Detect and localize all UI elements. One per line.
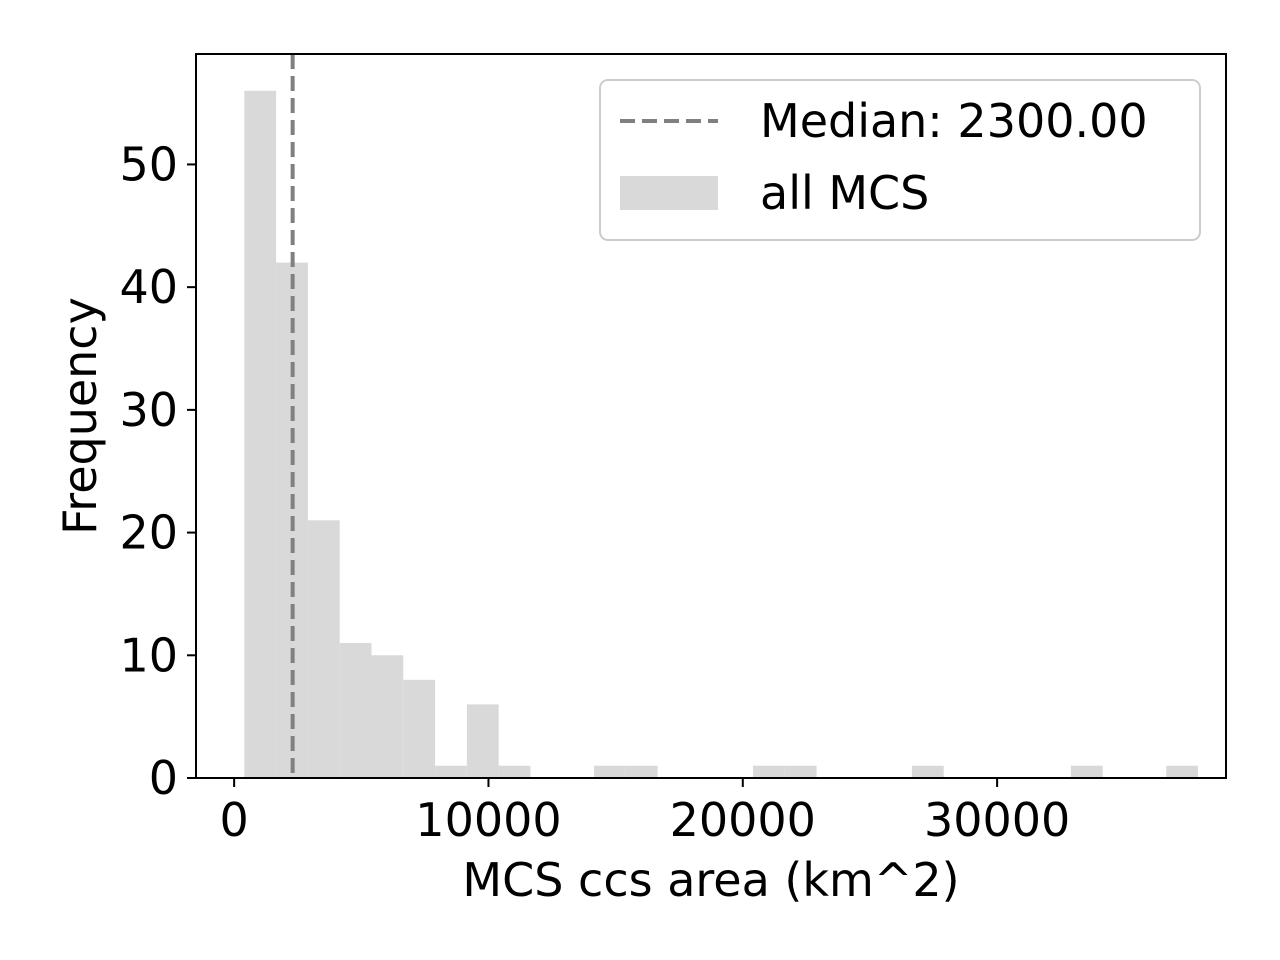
x-tick-label: 10000 (415, 793, 561, 847)
histogram-bar (1070, 765, 1103, 778)
y-tick-label: 10 (119, 628, 178, 682)
histogram-bar (371, 655, 404, 778)
y-tick-label: 50 (119, 137, 178, 191)
y-tick-label: 0 (149, 751, 178, 805)
histogram-bar (307, 520, 340, 778)
histogram-bar (911, 765, 944, 778)
x-axis-ticks: 0 10000 20000 30000 (220, 778, 1070, 847)
histogram-bar (498, 765, 531, 778)
legend-box (599, 79, 1201, 241)
y-tick-label: 40 (119, 260, 178, 314)
histogram-bar (244, 90, 277, 779)
y-axis-label: Frequency (53, 297, 107, 535)
legend-median-label: Median: 2300.00 (760, 94, 1148, 148)
histogram-bar (594, 765, 626, 778)
histogram-bar (466, 704, 499, 778)
x-tick-label: 0 (220, 793, 249, 847)
y-axis-ticks: 0 10 20 30 40 50 (119, 137, 196, 805)
plot-frame (195, 53, 1227, 779)
legend: Median: 2300.00 all MCS (599, 79, 1201, 241)
y-tick-label: 30 (119, 383, 178, 437)
histogram-bar (1166, 765, 1199, 778)
histogram-bar (435, 765, 467, 778)
histogram-bar (403, 679, 436, 778)
y-tick-label: 20 (119, 506, 178, 560)
x-tick-label: 30000 (924, 793, 1070, 847)
histogram-bar (752, 765, 785, 778)
legend-series-label: all MCS (760, 166, 929, 220)
x-axis-label: MCS ccs area (km^2) (462, 853, 959, 907)
legend-bar-swatch (620, 176, 718, 210)
x-tick-label: 20000 (670, 793, 816, 847)
histogram-bar (625, 765, 658, 778)
histogram-bar (339, 643, 372, 778)
histogram-bar (784, 765, 817, 778)
